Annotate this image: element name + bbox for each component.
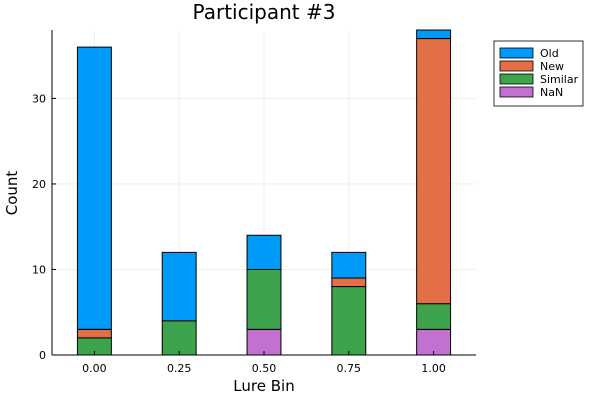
legend-label-nan: NaN [540,86,563,99]
bar-old-0.50 [246,234,282,270]
bar-old-1.00 [416,29,452,40]
legend-swatch-nan [499,86,534,98]
y-axis-title: Count [3,171,21,216]
y-tick-label: 30 [32,92,46,105]
legend-swatch-old [499,47,534,59]
x-tick-label: 0.50 [252,362,277,375]
legend-swatch-similar [499,73,534,85]
legend-swatch-new [499,60,534,72]
bar-new-1.00 [416,38,452,305]
y-tick-labels: 0 10 20 30 [32,92,46,362]
x-tick-label: 0.75 [337,362,362,375]
bar-old-0.00 [76,46,112,330]
bar-similar-0.75 [331,286,367,356]
y-tick-label: 10 [32,263,46,276]
y-tick-label: 0 [39,349,46,362]
x-axis-title: Lure Bin [233,377,294,395]
bar-similar-0.50 [246,268,282,330]
x-tick-label: 0.00 [82,362,107,375]
x-tick-label: 1.00 [421,362,446,375]
legend-label-similar: Similar [540,73,579,86]
bar-similar-0.25 [161,320,197,356]
x-tick-labels: 0.00 0.25 0.50 0.75 1.00 [82,362,446,375]
legend-label-new: New [540,60,564,73]
legend-label-old: Old [540,47,559,60]
bar-old-0.25 [161,251,197,322]
bar-similar-1.00 [416,303,452,330]
bar-new-0.00 [76,328,112,339]
axes [51,30,476,356]
bars [76,29,452,356]
bar-new-0.75 [331,277,367,288]
bar-nan-1.00 [416,328,452,356]
chart-title: Participant #3 [193,0,336,24]
bar-old-0.75 [331,251,367,279]
x-tick-label: 0.25 [167,362,192,375]
y-tick-label: 20 [32,178,46,191]
